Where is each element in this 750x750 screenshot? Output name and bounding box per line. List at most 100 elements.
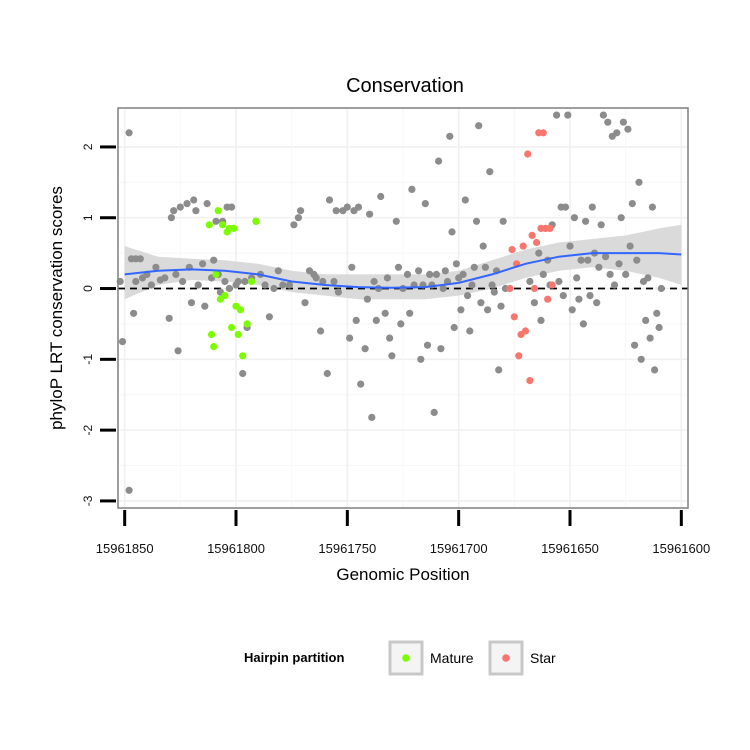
data-point-other — [174, 347, 182, 355]
data-point-other — [452, 260, 460, 268]
x-tick-label: 15961800 — [207, 541, 265, 556]
data-point-other — [628, 200, 636, 208]
data-point-star — [506, 284, 514, 293]
data-point-other — [212, 217, 220, 225]
data-point-other — [499, 217, 507, 225]
data-point-other — [176, 203, 184, 211]
data-point-other — [432, 270, 440, 278]
data-point-other — [488, 281, 496, 289]
data-point-other — [332, 207, 340, 215]
data-point-other — [537, 316, 545, 324]
data-point-other — [136, 255, 144, 263]
data-point-other — [377, 192, 385, 201]
data-point-mature — [239, 352, 247, 360]
data-point-other — [472, 217, 481, 225]
data-point-other — [657, 284, 665, 293]
data-point-other — [597, 221, 605, 229]
data-point-other — [290, 221, 298, 229]
smooth-trend-line — [124, 252, 682, 289]
data-point-other — [125, 129, 133, 137]
x-tick-label: 15961750 — [318, 541, 376, 556]
data-point-other — [610, 281, 619, 289]
data-point-other — [152, 263, 160, 271]
data-point-other — [495, 366, 503, 374]
legend-label-star: Star — [530, 650, 556, 666]
data-point-other — [417, 355, 425, 363]
data-point-star — [508, 246, 516, 254]
data-point-other — [228, 203, 236, 211]
data-point-other — [194, 281, 202, 289]
legend-title: Hairpin partition — [244, 650, 344, 665]
data-point-other — [477, 299, 485, 307]
data-point-star — [533, 238, 541, 247]
data-point-other — [573, 274, 581, 282]
data-point-other — [274, 267, 282, 275]
data-point-other — [239, 369, 247, 378]
data-point-star — [515, 352, 523, 360]
data-point-other — [486, 168, 494, 176]
data-point-other — [199, 260, 207, 268]
data-point-other — [564, 111, 572, 119]
y-tick-label: 0 — [81, 285, 95, 292]
y-tick-label: -1 — [81, 354, 95, 365]
data-point-other — [172, 270, 180, 278]
data-point-other — [325, 196, 334, 204]
data-point-other — [588, 203, 596, 211]
data-point-other — [430, 408, 438, 416]
data-point-other — [653, 309, 661, 317]
data-point-other — [648, 203, 657, 211]
data-point-other — [132, 277, 140, 286]
smooth-line-path — [124, 252, 682, 289]
data-point-mature — [219, 221, 227, 229]
data-point-other — [435, 157, 443, 165]
data-point-other — [561, 203, 570, 211]
data-point-other — [201, 302, 209, 310]
data-point-other — [613, 129, 621, 137]
data-point-mature — [234, 330, 242, 339]
data-point-other — [626, 242, 634, 250]
data-point-star — [524, 150, 532, 158]
data-point-other — [437, 345, 445, 353]
data-point-other — [464, 292, 472, 300]
data-point-mature — [212, 270, 220, 278]
data-point-other — [265, 313, 273, 321]
data-point-other — [568, 306, 576, 314]
data-point-other — [481, 263, 489, 271]
data-point-other — [633, 256, 641, 264]
data-point-other — [386, 334, 394, 342]
data-point-star — [526, 377, 534, 385]
data-point-other — [606, 270, 614, 278]
data-point-other — [118, 338, 127, 346]
data-point-other — [297, 207, 305, 215]
data-point-other — [187, 299, 196, 307]
data-point-mature — [210, 343, 218, 351]
data-point-other — [497, 302, 505, 310]
data-point-other — [394, 263, 403, 271]
x-tick-label: 15961700 — [430, 541, 488, 556]
data-point-other — [582, 217, 590, 225]
data-point-other — [323, 369, 331, 378]
data-point-mature — [205, 221, 213, 229]
data-point-other — [343, 203, 351, 211]
data-point-other — [553, 111, 561, 119]
data-point-mature — [221, 292, 229, 300]
x-tick-label: 15961850 — [96, 541, 154, 556]
data-point-other — [397, 320, 405, 328]
data-point-star — [548, 281, 556, 289]
data-point-other — [426, 270, 434, 278]
data-point-other — [448, 228, 456, 236]
data-point-other — [559, 292, 567, 300]
data-point-other — [354, 203, 363, 211]
data-point-other — [637, 355, 645, 363]
data-point-other — [617, 214, 625, 222]
data-point-other — [577, 256, 585, 264]
legend-label-mature: Mature — [430, 650, 474, 666]
data-point-other — [461, 196, 469, 204]
data-point-other — [225, 284, 233, 293]
data-point-other — [167, 214, 175, 222]
data-point-other — [439, 284, 447, 293]
smooth-confidence-band — [124, 224, 682, 300]
data-point-other — [457, 306, 465, 314]
x-axis-ticks: 15961850 15961800 15961750 15961700 15961650… — [96, 510, 710, 556]
